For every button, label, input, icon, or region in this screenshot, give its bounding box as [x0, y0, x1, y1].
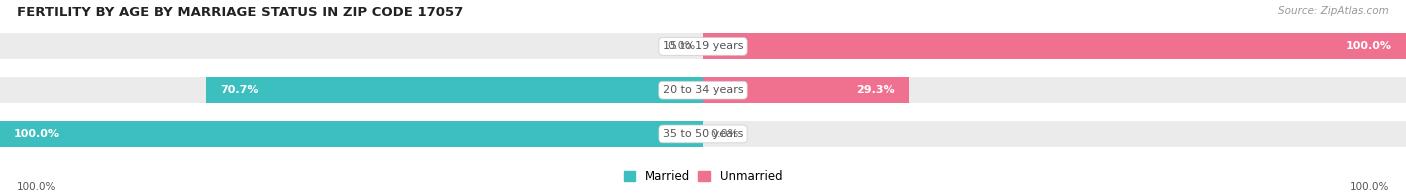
Text: 15 to 19 years: 15 to 19 years [662, 41, 744, 51]
Bar [0, 121, 703, 147]
Bar [703, 34, 1406, 59]
Text: 100.0%: 100.0% [17, 182, 56, 192]
Text: 0.0%: 0.0% [668, 41, 696, 51]
Bar [0, 34, 1406, 59]
Bar [703, 77, 910, 103]
Legend: Married, Unmarried: Married, Unmarried [619, 166, 787, 188]
Bar [205, 77, 703, 103]
Bar [0, 77, 1406, 103]
Text: 100.0%: 100.0% [1346, 41, 1392, 51]
Text: 100.0%: 100.0% [1350, 182, 1389, 192]
Text: 70.7%: 70.7% [219, 85, 259, 95]
Text: Source: ZipAtlas.com: Source: ZipAtlas.com [1278, 6, 1389, 16]
Text: 35 to 50 years: 35 to 50 years [662, 129, 744, 139]
Bar [0, 121, 1406, 147]
Text: 0.0%: 0.0% [710, 129, 738, 139]
Text: 100.0%: 100.0% [14, 129, 60, 139]
Text: 29.3%: 29.3% [856, 85, 896, 95]
Text: 20 to 34 years: 20 to 34 years [662, 85, 744, 95]
Text: FERTILITY BY AGE BY MARRIAGE STATUS IN ZIP CODE 17057: FERTILITY BY AGE BY MARRIAGE STATUS IN Z… [17, 6, 463, 19]
